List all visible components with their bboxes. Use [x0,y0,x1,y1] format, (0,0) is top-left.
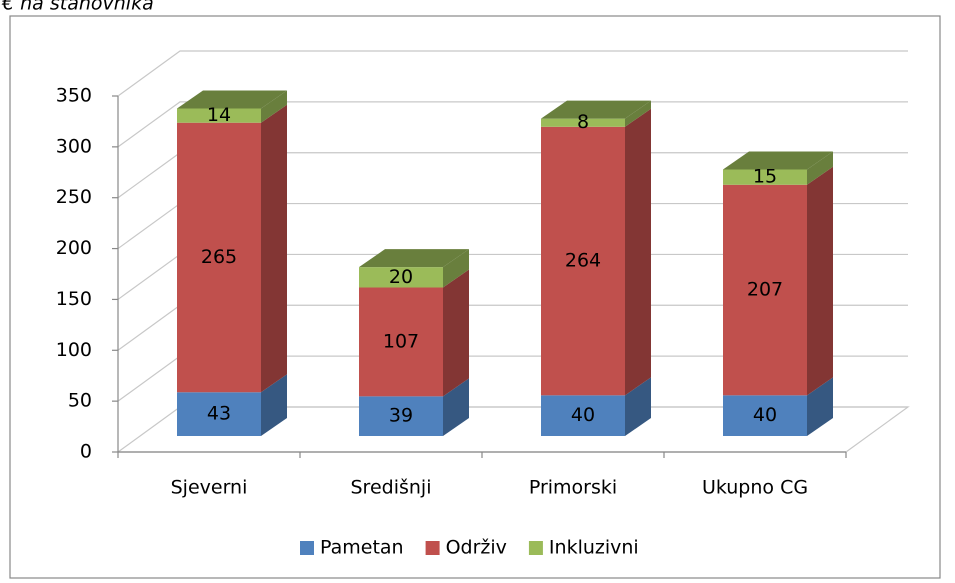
data-label: 8 [577,111,589,133]
bar-segment [359,269,469,397]
x-tick-label: Središnji [351,477,432,499]
data-label: 15 [753,166,777,188]
bar-top [541,100,651,119]
bar-front [723,184,807,396]
data-label: 20 [389,266,413,288]
data-label: 39 [389,405,413,427]
y-tick-label: 100 [56,339,92,361]
bar-segment [177,90,287,123]
bar-side [625,377,651,436]
data-label: 40 [753,404,777,426]
bar-front [723,395,807,436]
bar-top [177,90,287,109]
y-tick-label: 150 [56,288,92,310]
data-label: 264 [565,250,601,272]
bar-side [443,249,469,288]
bar-segment [541,377,651,436]
y-tick-label: 250 [56,186,92,208]
bar-side [443,378,469,436]
bar-segment [541,108,651,396]
grid-line [117,101,908,148]
legend-swatch [300,541,314,555]
bar-side [261,104,287,393]
data-label: 43 [207,403,231,425]
bar-front [541,126,625,396]
bar-segment [359,378,469,436]
bar-segment [541,100,651,127]
bar-side [261,90,287,123]
bar-side [625,100,651,127]
legend-swatch [425,541,440,555]
x-tick-label: Sjeverni [171,477,248,499]
y-tick-label: 200 [56,237,92,259]
bar-front [177,108,261,123]
bar-segment [359,249,469,288]
bar-segment [177,104,287,393]
legend-label: Inkluzivni [549,537,639,559]
bar-side [807,377,833,436]
data-label: 207 [747,279,783,301]
bar-front [359,287,443,397]
x-tick-label: Ukupno CG [702,477,808,499]
chart-title: € na stanovnika [1,0,154,15]
y-tick-label: 300 [56,135,92,157]
y-tick-label: 50 [68,390,92,412]
bar-segment [723,166,833,396]
bar-segment [723,151,833,185]
bar-segment [177,374,287,436]
y-tick-label: 350 [56,85,92,107]
bar-front [177,122,261,393]
legend-swatch [528,541,543,555]
y-tick-label: 0 [80,441,92,463]
x-tick-label: Primorski [529,477,617,499]
data-label: 14 [207,104,231,126]
bar-front [359,267,443,288]
data-label: 265 [201,246,237,268]
bar-front [177,392,261,436]
grid-line [117,50,908,97]
bar-segment [723,377,833,436]
bar-side [625,108,651,396]
bar-side [807,151,833,185]
bar-top [723,151,833,170]
bar-front [541,118,625,127]
data-label: 107 [383,330,419,352]
legend-label: Održiv [446,537,507,559]
bar-side [261,374,287,436]
bar-front [541,395,625,436]
data-label: 40 [571,404,595,426]
legend-label: Pametan [320,537,404,559]
bar-front [359,396,443,436]
bar-side [443,269,469,397]
bar-side [807,166,833,396]
bar-top [359,249,469,268]
bar-front [723,169,807,185]
